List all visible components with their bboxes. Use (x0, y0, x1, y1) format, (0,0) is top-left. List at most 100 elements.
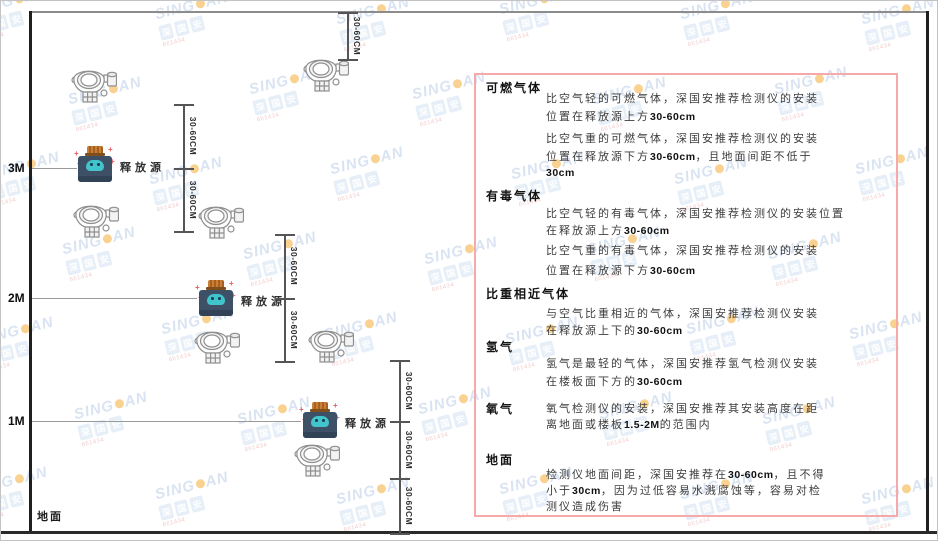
section-text-line: 比空气轻的有毒气体，深国安推荐检测仪的安装位置 (546, 207, 845, 220)
level-label-3M: 3M (8, 161, 25, 175)
dimension-tick (390, 478, 410, 480)
dimension-label: 30-60CM (404, 486, 414, 525)
dimension-label: 30-60CM (289, 246, 299, 286)
gas-detector-icon (294, 439, 340, 479)
level-line-1M (32, 421, 301, 422)
gas-detector-icon (198, 201, 244, 241)
section-text-line: 在楼板面下方的30-60cm (546, 375, 683, 388)
section-text-line: 与空气比重相近的气体，深国安推荐检测仪安装 (546, 307, 819, 320)
section-text-line: 氧气检测仪的安装，深国安推荐其安装高度在距 (546, 402, 819, 415)
source-emblem-icon (311, 416, 329, 427)
level-line-3M (32, 168, 77, 169)
section-text-line: 在释放源上下的30-60cm (546, 324, 683, 337)
right-wall-line (926, 11, 929, 533)
sparkle-icon: + (229, 279, 234, 288)
section-text-line: 比空气重的可燃气体，深国安推荐检测仪的安装 (546, 132, 819, 145)
level-line-2M (32, 298, 197, 299)
sparkle-icon: + (74, 149, 79, 158)
source-rim (310, 409, 330, 412)
dimension-tick (275, 234, 295, 236)
section-heading: 地面 (486, 453, 515, 467)
ground-label: 地面 (37, 510, 63, 523)
source-body (303, 412, 337, 438)
gas-detector-icon (303, 54, 349, 94)
section-text-line: 位置在释放源下方30-60cm (546, 264, 696, 277)
section-text-line: 30cm (546, 167, 575, 179)
section-heading: 氧气 (486, 402, 515, 416)
section-heading: 比重相近气体 (486, 287, 571, 301)
section-heading: 可燃气体 (486, 81, 543, 95)
section-text-line: 测仪造成伤害 (546, 500, 624, 513)
installation-guide-panel: 可燃气体 比空气轻的可燃气体，深国安推荐检测仪的安装 位置在释放源上方30-60cm… (474, 73, 898, 517)
gas-detector-icon (194, 326, 240, 366)
gas-detector-glyph (194, 331, 240, 364)
section-text-line: 在释放源上方30-60cm (546, 224, 670, 237)
dimension-line (284, 234, 286, 361)
gas-detector-glyph (71, 70, 117, 103)
source-body (199, 290, 233, 316)
dimension-label: 30-60CM (188, 180, 198, 219)
dimension-line (183, 104, 185, 231)
sparkle-icon: + (110, 157, 115, 166)
source-body (78, 156, 112, 182)
section-text-line: 离地面或楼板1.5-2M的范围内 (546, 418, 712, 431)
section-text-line: 小于30cm，因为过低容易水溅腐蚀等，容易对检 (546, 484, 822, 497)
level-label-1M: 1M (8, 414, 25, 428)
dimension-tick (275, 361, 295, 363)
release-source-label: 释放源 (345, 417, 390, 430)
dimension-line (399, 360, 401, 533)
gas-detector-glyph (308, 330, 354, 363)
section-text-line: 检测仪地面间距，深国安推荐在30-60cm，且不得 (546, 468, 826, 481)
release-source-icon: ++++ (74, 145, 115, 182)
source-cap (312, 402, 328, 410)
section-text-line: 位置在释放源下方30-60cm，且地面间距不低于 (546, 150, 813, 163)
dimension-tick (338, 59, 358, 61)
gas-detector-glyph (303, 59, 349, 92)
sparkle-icon: + (333, 401, 338, 410)
section-text-line: 氢气是最轻的气体，深国安推荐氢气检测仪安装 (546, 357, 819, 370)
dimension-tick (275, 298, 295, 300)
release-source-icon: ++++ (195, 279, 236, 316)
source-base-band (199, 310, 233, 316)
source-cap (87, 146, 103, 154)
dimension-label: 30-60CM (289, 310, 299, 349)
dimension-tick (390, 421, 410, 423)
dimension-label: 30-60CM (404, 430, 414, 469)
source-base-band (303, 432, 337, 438)
source-rim (85, 153, 105, 156)
dimension-tick (390, 360, 410, 362)
section-heading: 氢气 (486, 340, 515, 354)
sparkle-icon: + (231, 291, 236, 300)
source-emblem-icon (86, 160, 104, 171)
sparkle-icon: + (108, 145, 113, 154)
source-emblem-icon (207, 294, 225, 305)
ground-line (1, 531, 937, 534)
section-text-line: 比空气重的有毒气体，深国安推荐检测仪的安装 (546, 244, 819, 257)
source-base-band (78, 176, 112, 182)
dimension-label: 30-60CM (352, 16, 362, 55)
ceiling-line (30, 11, 928, 13)
gas-detector-glyph (73, 205, 119, 238)
level-label-2M: 2M (8, 291, 25, 305)
dimension-label: 30-60CM (404, 371, 414, 410)
section-heading: 有毒气体 (486, 189, 543, 203)
dimension-tick (174, 168, 194, 170)
dimension-label: 30-60CM (188, 116, 198, 156)
sparkle-icon: + (335, 413, 340, 422)
gas-detector-glyph (198, 206, 244, 239)
dimension-tick (390, 533, 410, 535)
gas-detector-icon (73, 200, 119, 240)
gas-detector-glyph (294, 444, 340, 477)
dimension-tick (338, 12, 358, 14)
gas-detector-icon (308, 325, 354, 365)
left-wall-line (29, 11, 32, 533)
section-text-line: 位置在释放源上方30-60cm (546, 110, 696, 123)
source-rim (206, 287, 226, 290)
release-source-icon: ++++ (299, 401, 340, 438)
sparkle-icon: + (195, 283, 200, 292)
section-text-line: 比空气轻的可燃气体，深国安推荐检测仪的安装 (546, 92, 819, 105)
gas-detector-icon (71, 65, 117, 105)
source-cap (208, 280, 224, 288)
release-source-label: 释放源 (120, 161, 165, 174)
